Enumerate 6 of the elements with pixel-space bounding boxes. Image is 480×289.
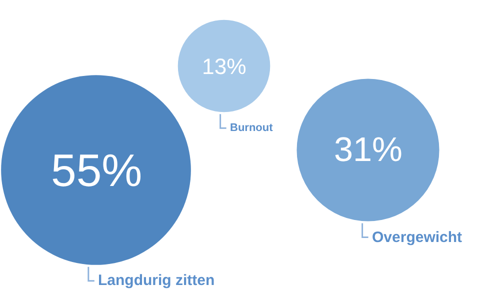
data-label: 31% (334, 131, 402, 169)
data-label: 13% (202, 54, 246, 79)
category-label: Langdurig zitten (98, 272, 215, 289)
category-label: Overgewicht (372, 229, 462, 246)
category-label: Burnout (230, 122, 274, 134)
data-label: 55% (51, 145, 142, 196)
